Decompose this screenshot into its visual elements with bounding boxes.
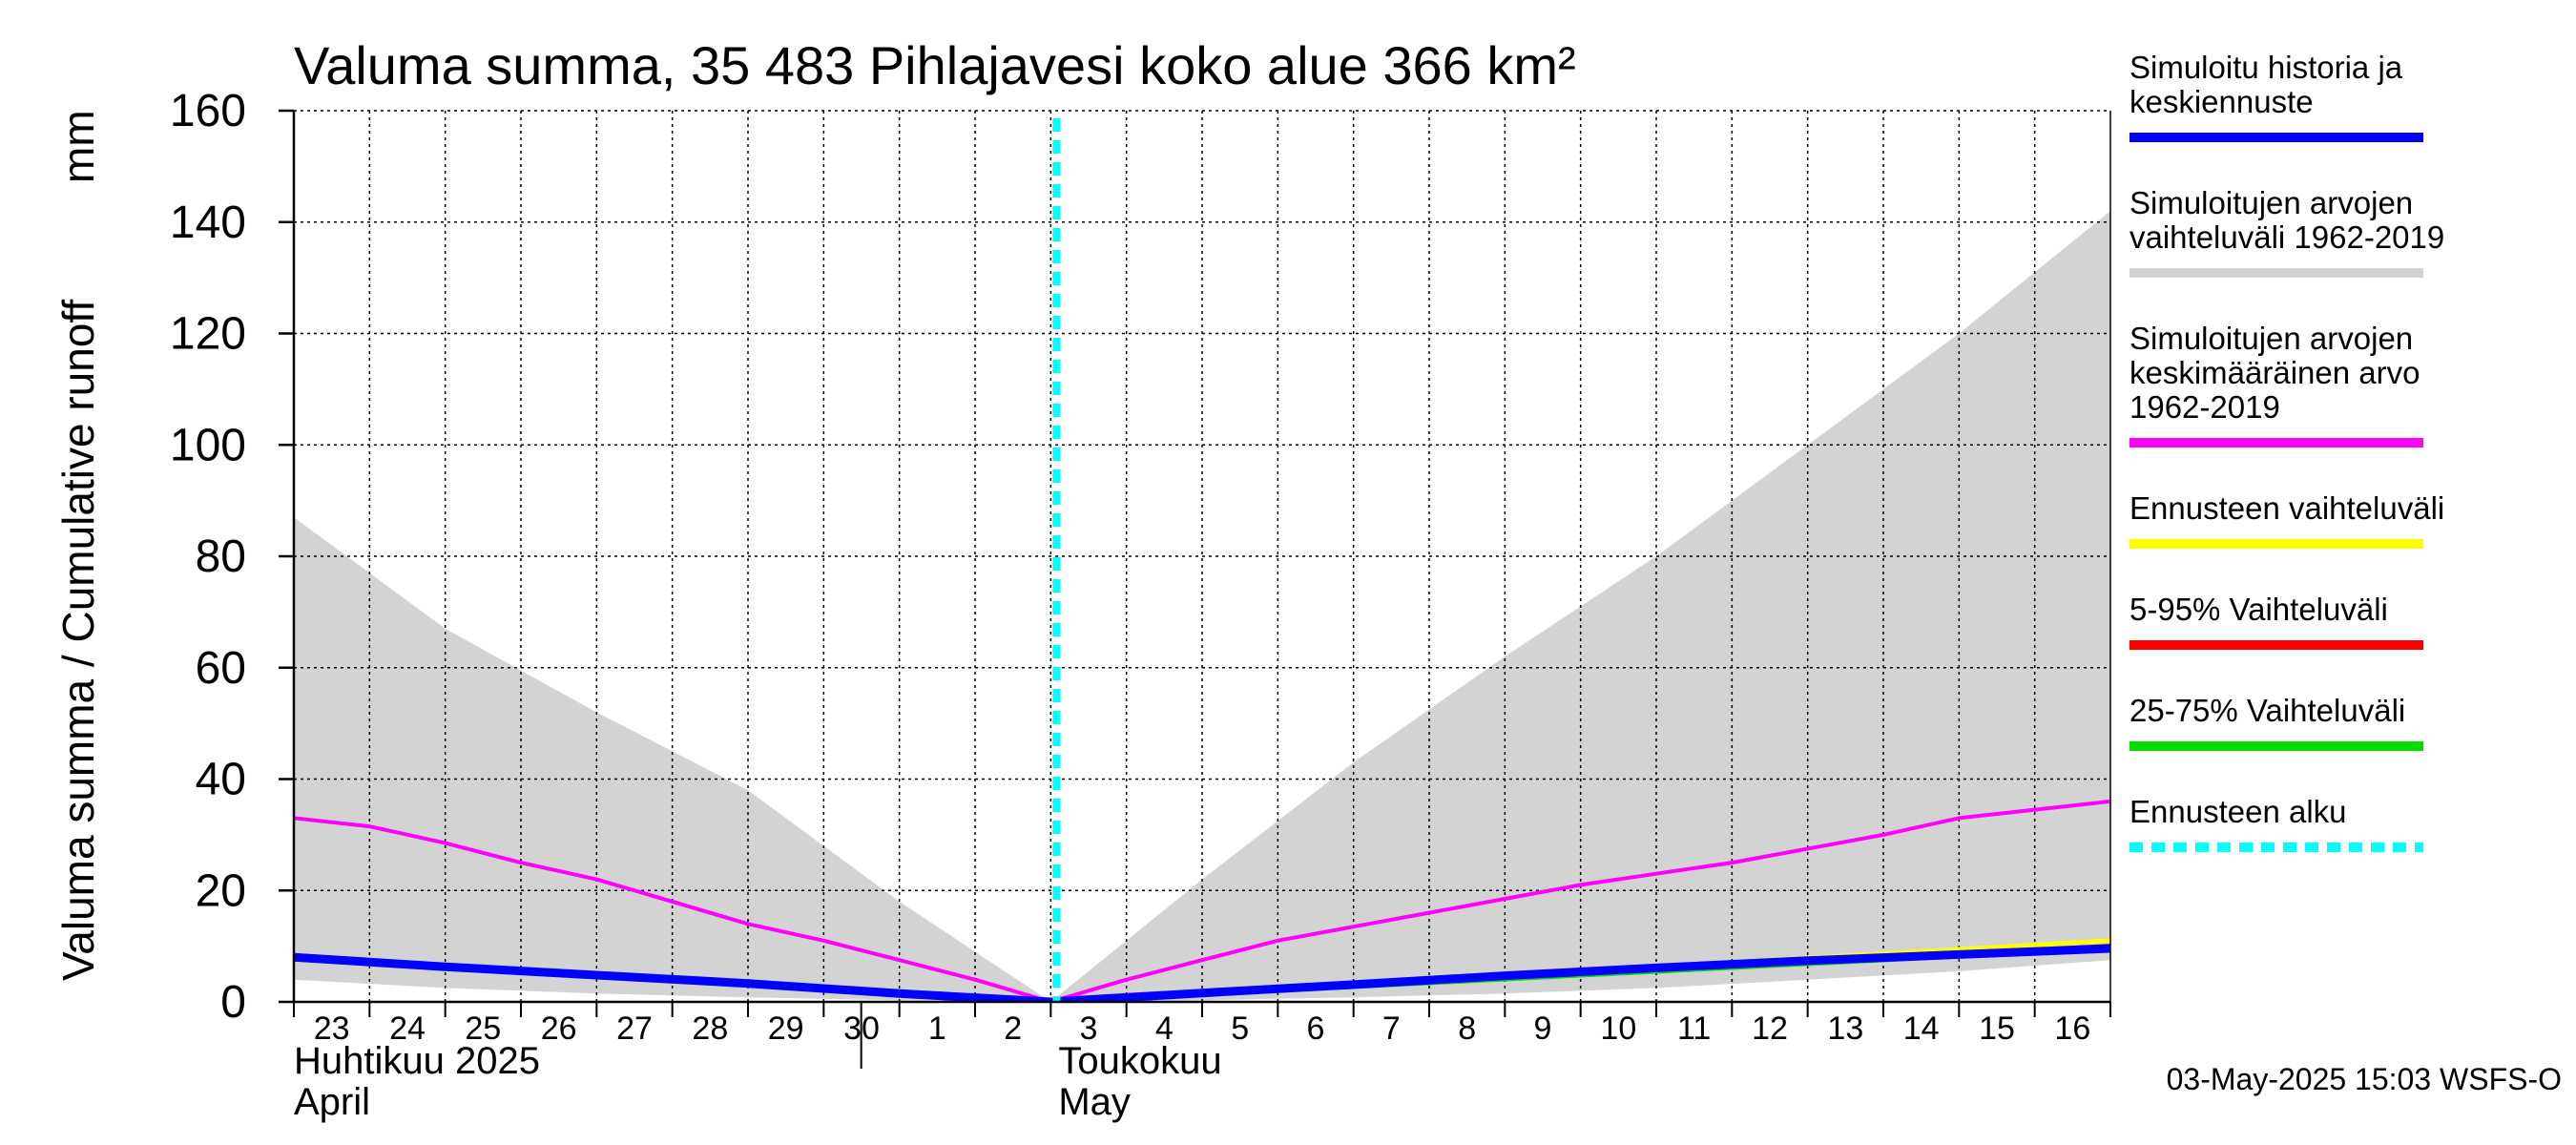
legend: Simuloitu historia jakeskiennusteSimuloi…	[2129, 50, 2444, 852]
y-tick-label: 60	[196, 643, 246, 694]
x-tick-label: 7	[1382, 1010, 1401, 1047]
month-label-en: May	[1058, 1081, 1131, 1123]
legend-label: Simuloitujen arvojen	[2129, 321, 2413, 356]
x-axis: 23 24 25 26 27 28 29 30 1 2 3 4 5 6 7 8 9 10 11 12 13 14 15 16H…	[293, 1002, 2111, 1123]
y-tick-label: 40	[196, 755, 246, 805]
y-axis-unit: mm	[53, 110, 103, 183]
y-tick-label: 160	[170, 86, 246, 136]
x-tick-label: 25	[465, 1010, 501, 1047]
month-label-en: April	[294, 1081, 370, 1123]
y-axis: 0 20 40 60 80 100 120 140 160	[170, 86, 294, 1028]
grid	[294, 110, 2110, 1002]
x-tick-label: 3	[1080, 1010, 1098, 1047]
x-tick-label: 5	[1231, 1010, 1249, 1047]
legend-label: Ennusteen alku	[2129, 794, 2347, 829]
legend-entry: Ennusteen alku	[2129, 794, 2423, 852]
x-tick-label: 9	[1534, 1010, 1552, 1047]
x-tick-label: 24	[389, 1010, 426, 1047]
legend-label: Simuloitujen arvojen	[2129, 185, 2413, 220]
x-tick-label: 11	[1677, 1010, 1711, 1047]
legend-label: 25-75% Vaihteluväli	[2129, 693, 2405, 728]
plot-area	[292, 110, 2111, 1004]
series-band	[294, 211, 2110, 1002]
x-tick-label: 6	[1307, 1010, 1325, 1047]
x-tick-label: 27	[616, 1010, 653, 1047]
x-tick-label: 2	[1004, 1010, 1022, 1047]
x-tick-label: 16	[2054, 1010, 2090, 1047]
legend-entry: 5-95% Vaihteluväli	[2129, 592, 2423, 650]
x-tick-label: 29	[768, 1010, 804, 1047]
series-line-4	[294, 944, 2110, 1002]
month-label-fi: Huhtikuu 2025	[294, 1040, 540, 1082]
legend-label: keskimääräinen arvo	[2129, 355, 2420, 390]
x-tick-label: 4	[1155, 1010, 1174, 1047]
x-tick-label: 14	[1903, 1010, 1940, 1047]
x-tick-label: 28	[692, 1010, 728, 1047]
legend-entry: 25-75% Vaihteluväli	[2129, 693, 2423, 751]
y-tick-label: 120	[170, 309, 246, 360]
x-tick-label: 8	[1458, 1010, 1476, 1047]
chart-title: Valuma summa, 35 483 Pihlajavesi koko al…	[294, 35, 1576, 95]
series-line-0	[294, 799, 2110, 1002]
timestamp-footer: 03-May-2025 15:03 WSFS-O	[2167, 1062, 2562, 1096]
legend-label: Ennusteen vaihteluväli	[2129, 490, 2444, 526]
x-tick-label: 23	[314, 1010, 350, 1047]
legend-label: keskiennuste	[2129, 84, 2314, 119]
legend-label: 5-95% Vaihteluväli	[2129, 592, 2388, 627]
y-tick-label: 0	[220, 977, 246, 1028]
y-tick-label: 140	[170, 198, 246, 248]
legend-label: Simuloitu historia ja	[2129, 50, 2403, 85]
x-tick-label: 26	[541, 1010, 577, 1047]
y-tick-label: 20	[196, 865, 246, 916]
x-tick-label: 13	[1827, 1010, 1863, 1047]
legend-entry: Ennusteen vaihteluväli	[2129, 490, 2444, 549]
y-axis-label: Valuma summa / Cumulative runoff	[53, 300, 103, 981]
y-tick-label: 100	[170, 420, 246, 470]
x-tick-label: 12	[1752, 1010, 1788, 1047]
month-label-fi: Toukokuu	[1058, 1040, 1221, 1082]
legend-label: 1962-2019	[2129, 389, 2280, 425]
legend-label: vaihteluväli 1962-2019	[2129, 219, 2444, 255]
x-tick-label: 1	[928, 1010, 946, 1047]
y-tick-label: 80	[196, 531, 246, 582]
x-tick-label: 15	[1979, 1010, 2015, 1047]
x-tick-label: 10	[1600, 1010, 1636, 1047]
